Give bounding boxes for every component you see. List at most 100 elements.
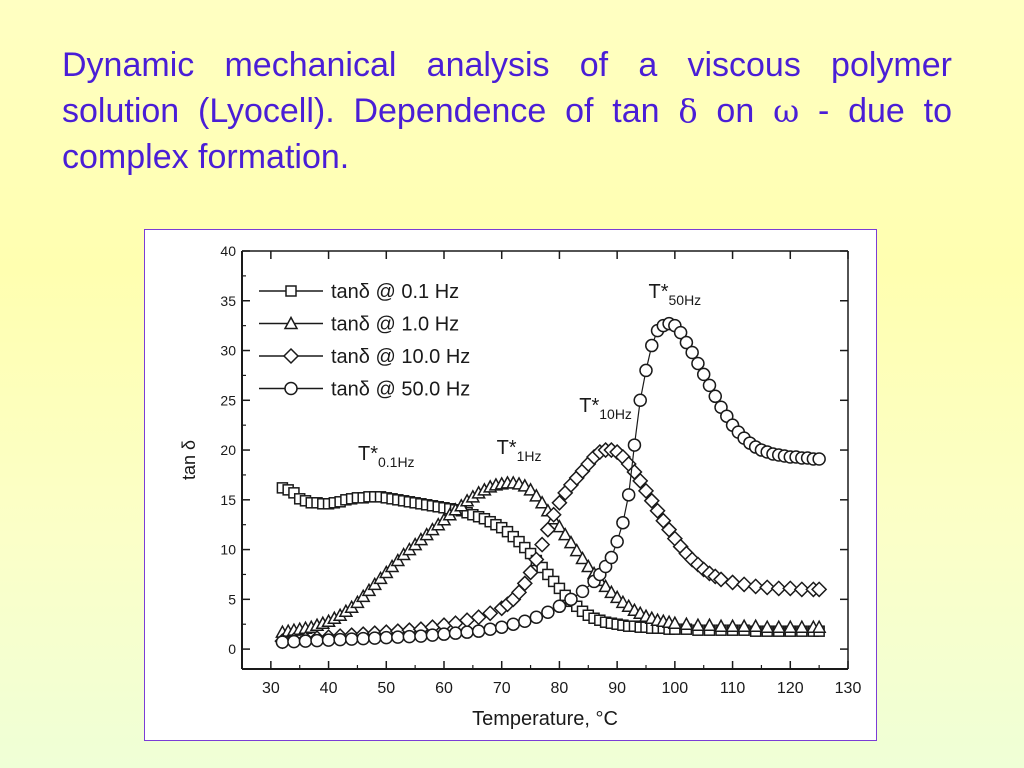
data-point (725, 618, 740, 632)
data-point (713, 618, 729, 632)
data-point (414, 629, 428, 643)
title-text-part2: on (697, 92, 774, 130)
data-point (483, 622, 497, 636)
data-point (794, 619, 810, 633)
x-tick-label: 50 (377, 680, 395, 697)
data-point (632, 472, 649, 489)
y-tick-label: 30 (220, 343, 236, 359)
y-tick-label: 25 (220, 392, 236, 408)
data-point (310, 633, 324, 648)
data-point (673, 325, 688, 340)
data-point (494, 620, 509, 634)
data-point (529, 610, 544, 624)
data-point (621, 488, 636, 502)
data-point (575, 550, 590, 565)
y-tick-label: 0 (228, 641, 236, 657)
data-point (598, 578, 613, 593)
data-point (321, 633, 336, 647)
data-point (604, 584, 619, 599)
legend-label: tanδ @ 50.0 Hz (331, 379, 470, 401)
data-point (552, 519, 567, 533)
data-point (696, 367, 711, 382)
data-point (539, 521, 556, 538)
data-point (275, 635, 290, 649)
data-point (783, 619, 798, 633)
data-point (679, 616, 694, 630)
data-point (736, 618, 752, 632)
data-point (782, 580, 799, 597)
series-square (276, 482, 825, 637)
data-point (437, 627, 451, 641)
data-point (736, 576, 753, 593)
data-point (690, 617, 706, 631)
data-point (547, 575, 560, 588)
x-tick-label: 110 (720, 680, 746, 697)
x-tick-label: 80 (551, 680, 569, 697)
data-point (333, 632, 347, 647)
data-point (627, 438, 642, 452)
transition-temperature-label: T*1Hz (497, 437, 542, 464)
data-point (288, 487, 300, 499)
data-point (748, 618, 763, 632)
series-layer (274, 316, 828, 650)
data-point (536, 561, 548, 574)
data-point (553, 582, 566, 595)
data-point (551, 494, 568, 511)
data-point (425, 628, 440, 642)
data-point (460, 625, 474, 639)
data-point (712, 571, 730, 588)
x-tick-label: 130 (835, 680, 862, 697)
data-point (506, 617, 521, 631)
y-tick-label: 20 (220, 442, 236, 458)
data-point (702, 617, 717, 631)
data-point (604, 550, 619, 565)
x-tick-label: 120 (777, 680, 804, 697)
data-point (367, 631, 382, 645)
data-point (516, 575, 533, 592)
x-tick-label: 70 (493, 680, 511, 697)
data-point (649, 502, 666, 519)
data-point (812, 452, 826, 466)
data-point (770, 580, 787, 597)
data-point (811, 619, 827, 633)
data-point (564, 592, 578, 607)
data-point (691, 356, 705, 371)
legend-marker (283, 315, 299, 330)
transition-temperature-label: T*10Hz (579, 395, 632, 422)
data-point (569, 543, 585, 557)
data-point (459, 612, 476, 629)
data-point (528, 551, 545, 568)
data-point (811, 581, 828, 598)
legend-label: tanδ @ 0.1 Hz (331, 281, 459, 303)
data-point (793, 581, 810, 598)
legend-label: tanδ @ 1.0 Hz (331, 314, 459, 336)
data-point (513, 535, 525, 548)
data-point (541, 605, 555, 620)
x-tick-label: 90 (608, 680, 626, 697)
data-point (448, 626, 463, 640)
data-point (575, 584, 590, 599)
data-point (685, 345, 699, 360)
data-point (679, 335, 694, 350)
legend-marker (282, 347, 300, 365)
data-point (759, 579, 776, 596)
data-point (379, 630, 394, 645)
data-point (519, 541, 531, 554)
data-point (645, 338, 659, 353)
data-point (667, 615, 683, 629)
data-point (643, 492, 660, 509)
data-point (581, 558, 596, 573)
data-point (402, 629, 417, 644)
x-tick-label: 30 (262, 680, 280, 697)
title-text-part3: - due to complex formation. (62, 92, 952, 176)
data-point (702, 378, 717, 393)
y-tick-label: 15 (220, 492, 236, 508)
axes-layer: 30 40 50 60 70 80 90 100 110 120 130 0 5 10 15 20 25 30 35… (179, 243, 861, 730)
data-point (563, 535, 579, 549)
x-tick-label: 40 (320, 680, 338, 697)
tan-delta-chart: 30 40 50 60 70 80 90 100 110 120 130 0 5 10 15 20 25 30 35… (179, 243, 861, 730)
title-omega-symbol: ω (773, 92, 800, 130)
title-delta-symbol: δ (678, 92, 698, 130)
data-point (470, 609, 487, 626)
legend-marker (285, 285, 297, 297)
